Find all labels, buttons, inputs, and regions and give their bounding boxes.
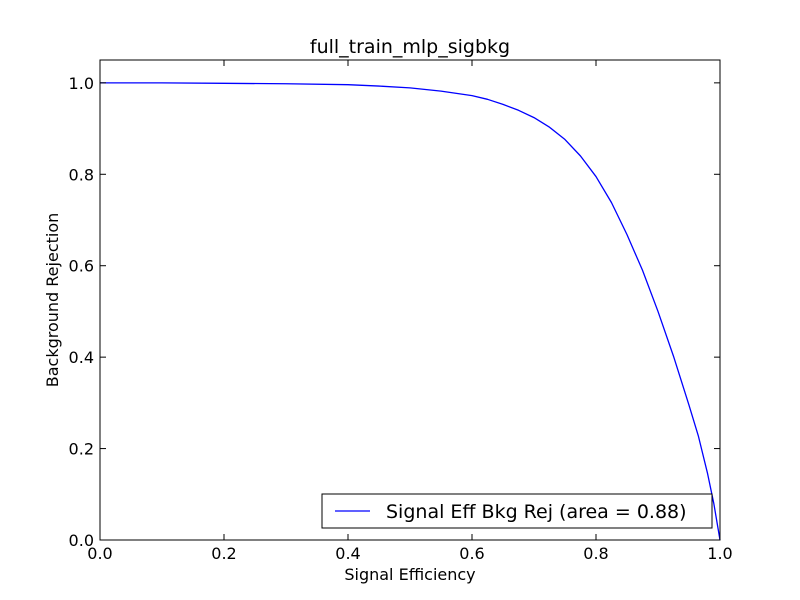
x-tick-label: 0.6: [459, 544, 484, 563]
y-tick-label: 0.4: [69, 348, 94, 367]
series-layer: [100, 82, 721, 541]
x-axis-label: Signal Efficiency: [344, 565, 475, 584]
x-tick-label: 1.0: [707, 544, 732, 563]
tick-layer: 0.0 0.2 0.4 0.6 0.8 1.0 0.0 0.2 0.4 0.6 0.8 1.0: [69, 60, 733, 563]
x-tick-label: 0.0: [87, 544, 112, 563]
plot-area: [100, 60, 720, 540]
y-tick-label: 0.6: [69, 257, 94, 276]
y-tick-label: 1.0: [69, 74, 94, 93]
x-tick-label: 0.8: [583, 544, 608, 563]
x-tick-label: 0.2: [211, 544, 236, 563]
y-tick-label: 0.0: [69, 531, 94, 550]
legend-label: Signal Eff Bkg Rej (area = 0.88): [386, 501, 687, 523]
chart-title: full_train_mlp_sigbkg: [310, 36, 510, 58]
legend: Signal Eff Bkg Rej (area = 0.88): [321, 493, 713, 529]
legend-box: [321, 493, 713, 529]
y-axis-label: Background Rejection: [43, 213, 62, 388]
x-tick-label: 0.4: [335, 544, 360, 563]
y-tick-label: 0.2: [69, 440, 94, 459]
y-tick-label: 0.8: [69, 165, 94, 184]
plot-frame: [99, 59, 721, 541]
series-line: [100, 82, 721, 541]
